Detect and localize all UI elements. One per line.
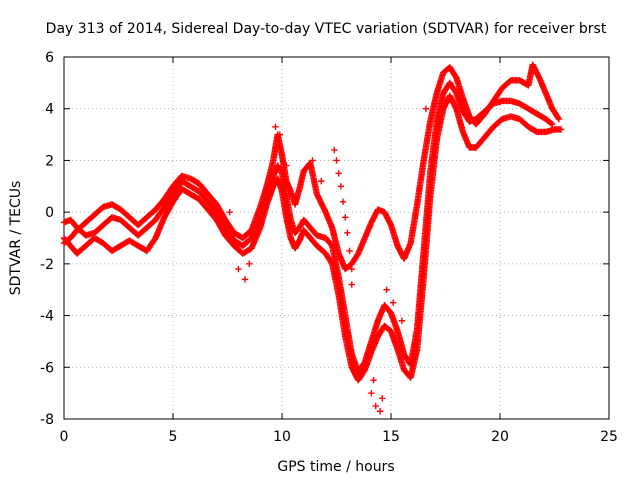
data-point	[226, 208, 233, 216]
x-axis-label: GPS time / hours	[277, 459, 394, 475]
x-tick-labels: 0 5 10 15 20 25	[60, 429, 618, 445]
data-point	[344, 229, 351, 237]
data-point	[554, 114, 562, 121]
y-tick-label: 0	[45, 205, 54, 221]
data-point	[389, 299, 397, 306]
x-tick-label: 20	[491, 429, 509, 445]
data-point	[331, 146, 338, 154]
data-point	[339, 198, 347, 205]
data-point	[376, 408, 384, 415]
y-axis-label: SDTVAR / TECUs	[8, 181, 24, 296]
data-point	[348, 281, 355, 288]
data-point	[342, 214, 349, 221]
series-2	[60, 92, 565, 384]
data-point	[309, 157, 316, 164]
axis-ticks	[63, 56, 610, 420]
y-tick-label: 4	[45, 102, 54, 118]
y-tick-label: 6	[45, 50, 54, 66]
series-4	[191, 100, 438, 415]
x-tick-label: 25	[600, 429, 618, 445]
y-tick-label: -2	[40, 257, 54, 273]
data-point	[246, 260, 253, 268]
data-point	[276, 131, 284, 138]
data-points	[60, 61, 565, 415]
data-point	[370, 377, 377, 384]
data-point	[272, 123, 279, 131]
data-point	[191, 177, 198, 185]
x-tick-label: 10	[273, 429, 291, 445]
data-point	[346, 247, 353, 255]
data-point	[548, 120, 555, 127]
data-point	[328, 259, 335, 266]
data-point	[348, 265, 355, 273]
data-point	[333, 157, 340, 164]
data-point	[431, 100, 438, 107]
x-tick-label: 5	[169, 429, 178, 445]
series-3	[60, 61, 563, 273]
data-point	[557, 126, 565, 133]
y-tick-label: -6	[40, 360, 54, 376]
data-point	[379, 395, 386, 402]
data-point	[549, 121, 556, 128]
chart-title: Day 313 of 2014, Sidereal Day-to-day VTE…	[46, 21, 607, 37]
data-point	[422, 105, 430, 112]
y-tick-label: -8	[40, 412, 54, 428]
data-point	[368, 389, 375, 397]
series-1	[60, 79, 556, 376]
data-point	[337, 183, 345, 190]
data-point	[335, 170, 342, 177]
y-tick-labels: -8 -6 -4 -2 0 2 4 6	[40, 50, 54, 428]
data-point	[318, 177, 325, 185]
x-tick-label: 15	[382, 429, 400, 445]
data-point	[383, 286, 390, 293]
data-point	[283, 162, 290, 169]
y-tick-label: 2	[45, 153, 54, 169]
data-point	[398, 317, 406, 324]
data-point	[555, 115, 563, 123]
data-point	[241, 276, 249, 283]
data-point	[235, 265, 242, 273]
x-tick-label: 0	[60, 429, 69, 445]
data-point	[372, 402, 379, 410]
y-tick-label: -4	[40, 309, 54, 325]
